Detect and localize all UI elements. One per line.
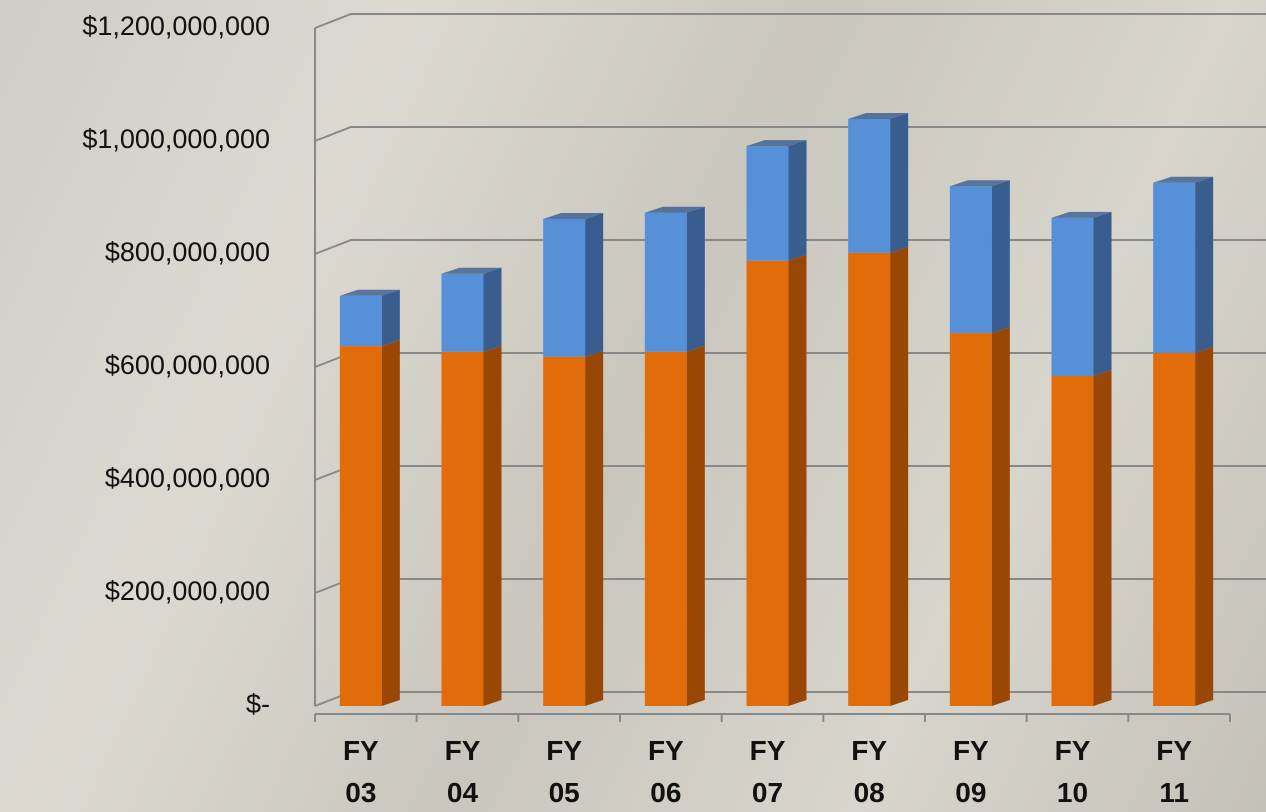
bar xyxy=(340,296,382,346)
bar-side xyxy=(484,268,502,352)
x-tick-label: FY 03 xyxy=(331,730,391,812)
y-tick-label: $1,200,000,000 xyxy=(82,11,270,41)
bar-side xyxy=(890,247,908,706)
bar xyxy=(747,146,789,261)
x-tick-label: FY 05 xyxy=(534,730,594,812)
chart: $- $200,000,000 $400,000,000 $600,000,000 $8… xyxy=(0,0,1266,812)
y-tick-label: $200,000,000 xyxy=(105,576,270,606)
x-tick-label: FY 08 xyxy=(839,730,899,812)
x-tick-label: FY 04 xyxy=(433,730,493,812)
bar xyxy=(848,119,890,253)
x-tick-label: FY 11 xyxy=(1144,730,1204,812)
y-tick-label: $600,000,000 xyxy=(105,350,270,380)
bar xyxy=(1052,218,1094,376)
x-tick-label: FY 10 xyxy=(1043,730,1103,812)
y-tick-label: $800,000,000 xyxy=(105,237,270,267)
bar-side xyxy=(789,140,807,261)
bar-side xyxy=(1195,177,1213,353)
bar xyxy=(543,219,585,357)
bar-side xyxy=(585,351,603,706)
bar xyxy=(645,213,687,352)
grid-line xyxy=(315,127,1266,141)
bar-side xyxy=(687,207,705,352)
x-tick-label: FY 06 xyxy=(636,730,696,812)
chart-svg: $- $200,000,000 $400,000,000 $600,000,000 $8… xyxy=(0,0,1266,812)
y-tick-label: $1,000,000,000 xyxy=(82,124,270,154)
bar-side xyxy=(1094,370,1112,706)
bar-side xyxy=(382,290,400,346)
bar-side xyxy=(687,346,705,706)
bar xyxy=(747,261,789,706)
bar-side xyxy=(1094,212,1112,376)
bar xyxy=(950,186,992,333)
x-tick-label: FY 09 xyxy=(941,730,1001,812)
y-tick-label: $- xyxy=(246,689,270,719)
bar xyxy=(1052,376,1094,706)
bar-side xyxy=(1195,347,1213,706)
bar xyxy=(848,253,890,706)
bar-side xyxy=(890,113,908,253)
bar-side xyxy=(789,255,807,706)
bar xyxy=(1153,353,1195,706)
bar xyxy=(1153,183,1195,353)
bar xyxy=(543,357,585,706)
x-tick-label: FY 07 xyxy=(738,730,798,812)
bar-side xyxy=(484,346,502,706)
bar xyxy=(645,352,687,706)
bar xyxy=(442,274,484,352)
bar-side xyxy=(382,340,400,706)
grid-line xyxy=(315,14,1266,28)
bar-side xyxy=(992,180,1010,333)
bar xyxy=(340,346,382,706)
bar xyxy=(950,333,992,706)
bar xyxy=(442,352,484,706)
bar-side xyxy=(585,213,603,357)
bar-side xyxy=(992,327,1010,706)
y-tick-label: $400,000,000 xyxy=(105,463,270,493)
